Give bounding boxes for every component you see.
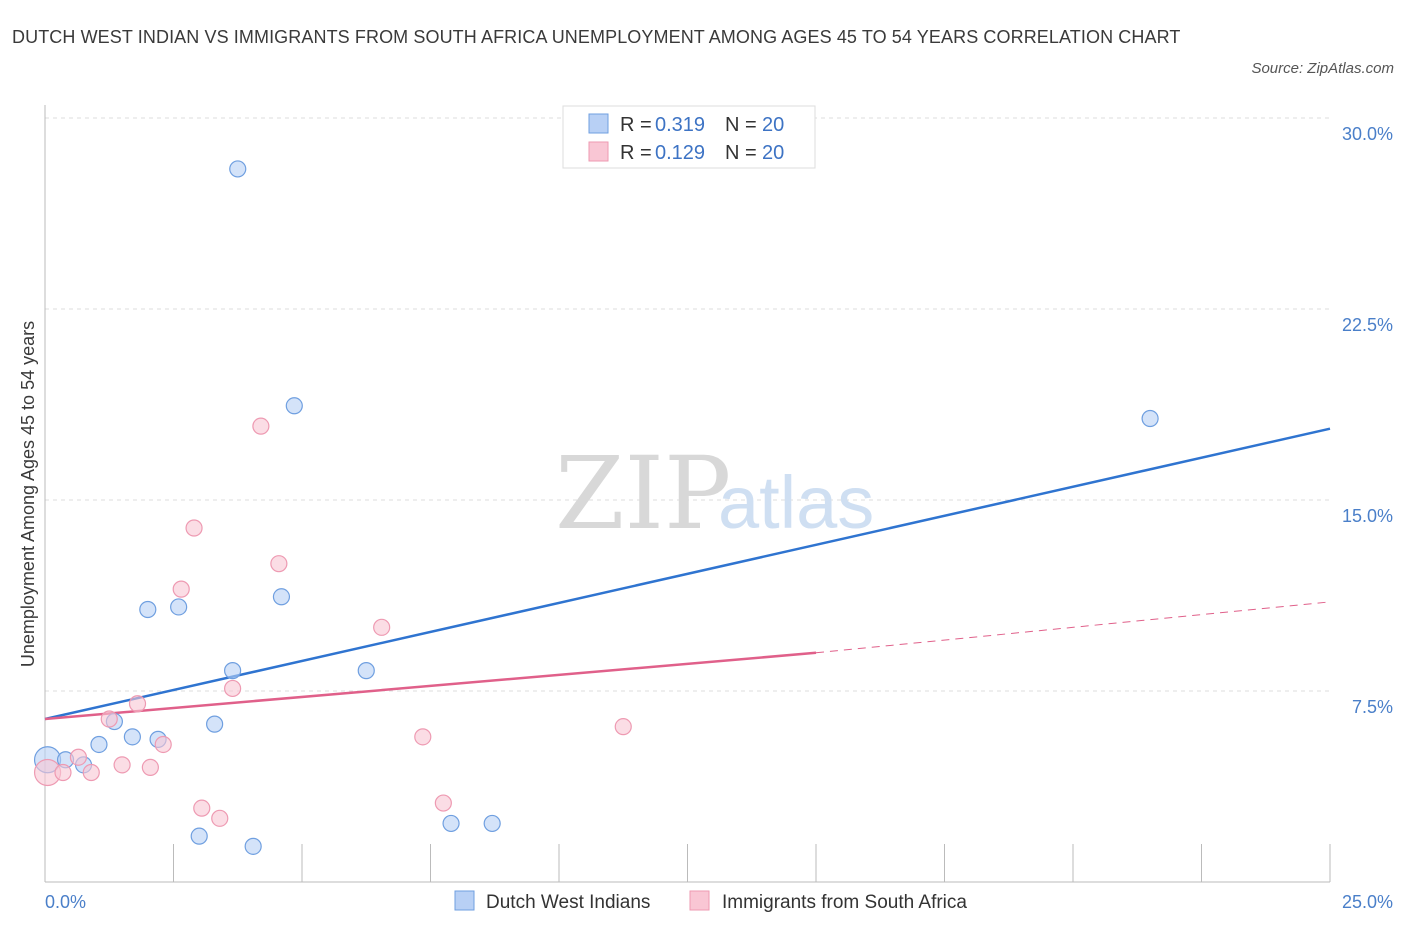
- chart-title: DUTCH WEST INDIAN VS IMMIGRANTS FROM SOU…: [12, 27, 1181, 47]
- series-legend-swatch-pink: [689, 890, 710, 911]
- legend-swatch-blue: [588, 113, 609, 134]
- trend-line-blue: [44, 427, 1331, 721]
- source-note: Source: ZipAtlas.com: [1251, 60, 1394, 77]
- x-tick-label-max: 25.0%: [1342, 892, 1393, 912]
- stats-legend: R = 0.319 N = 20 R = 0.129 N = 20: [562, 105, 816, 169]
- point-blue-9: [190, 827, 208, 845]
- watermark-zip: ZIP: [555, 435, 731, 552]
- series-legend-label-pink: Immigrants from South Africa: [722, 892, 967, 913]
- trend-line-pink-extension: [815, 601, 1331, 654]
- series-legend: Dutch West Indians Immigrants from South…: [454, 890, 967, 913]
- watermark: ZIP atlas: [555, 435, 874, 552]
- point-pink-15: [270, 555, 288, 573]
- y-tick-label-22-5: 22.5%: [1342, 315, 1393, 335]
- point-pink-10: [185, 519, 203, 537]
- trend-lines: [44, 427, 1331, 721]
- y-tick-label-15: 15.0%: [1342, 506, 1393, 526]
- legend-swatch-pink: [588, 141, 609, 162]
- point-pink-6: [128, 695, 147, 713]
- y-tick-label-30: 30.0%: [1342, 124, 1393, 144]
- point-blue-15: [285, 397, 303, 415]
- point-blue-11: [224, 662, 242, 680]
- y-axis-label: Unemployment Among Ages 45 to 54 years: [18, 321, 38, 667]
- legend-n-label-blue: N =: [725, 114, 762, 136]
- point-pink-12: [211, 809, 229, 827]
- gridlines: [45, 117, 1330, 692]
- data-points: [33, 160, 1159, 855]
- y-tick-label-7-5: 7.5%: [1352, 697, 1393, 717]
- point-blue-17: [442, 814, 460, 833]
- x-tick-label-min: 0.0%: [45, 892, 86, 912]
- point-pink-17: [414, 728, 432, 746]
- legend-r-label-pink: R =: [620, 142, 657, 164]
- point-pink-14: [252, 417, 270, 435]
- legend-n-value-pink: 20: [762, 142, 784, 164]
- point-pink-5: [113, 756, 131, 774]
- trend-line-pink: [44, 651, 817, 721]
- point-blue-3: [90, 735, 108, 754]
- point-pink-8: [154, 735, 172, 754]
- point-pink-19: [614, 718, 632, 736]
- legend-r-value-blue: 0.319: [655, 114, 705, 136]
- point-blue-10: [206, 715, 224, 733]
- point-pink-3: [82, 763, 100, 782]
- point-blue-5: [123, 728, 141, 746]
- series-legend-swatch-blue: [454, 890, 475, 911]
- point-blue-16: [357, 662, 375, 680]
- legend-r-label-blue: R =: [620, 114, 657, 136]
- y-tick-labels: 7.5% 15.0% 22.5% 30.0%: [1342, 124, 1393, 717]
- series-legend-label-blue: Dutch West Indians: [486, 892, 650, 913]
- point-pink-18: [434, 794, 452, 812]
- point-pink-4: [100, 710, 118, 728]
- axes: [44, 105, 1331, 883]
- legend-r-value-pink: 0.129: [655, 142, 705, 164]
- point-blue-8: [170, 598, 188, 616]
- watermark-atlas: atlas: [718, 461, 874, 544]
- point-blue-13: [244, 837, 262, 855]
- point-pink-11: [193, 799, 211, 817]
- point-pink-9: [172, 580, 190, 598]
- point-blue-18: [483, 814, 501, 833]
- point-blue-6: [139, 600, 157, 619]
- point-pink-7: [141, 758, 159, 777]
- point-blue-19: [1141, 409, 1159, 428]
- x-tick-marks: [44, 844, 1331, 882]
- point-blue-14: [272, 588, 291, 606]
- point-pink-13: [224, 679, 242, 698]
- legend-n-value-blue: 20: [762, 114, 784, 136]
- point-blue-12: [229, 160, 247, 178]
- point-pink-16: [373, 618, 391, 636]
- point-pink-1: [54, 763, 72, 782]
- point-pink-2: [69, 748, 88, 766]
- legend-n-label-pink: N =: [725, 142, 762, 164]
